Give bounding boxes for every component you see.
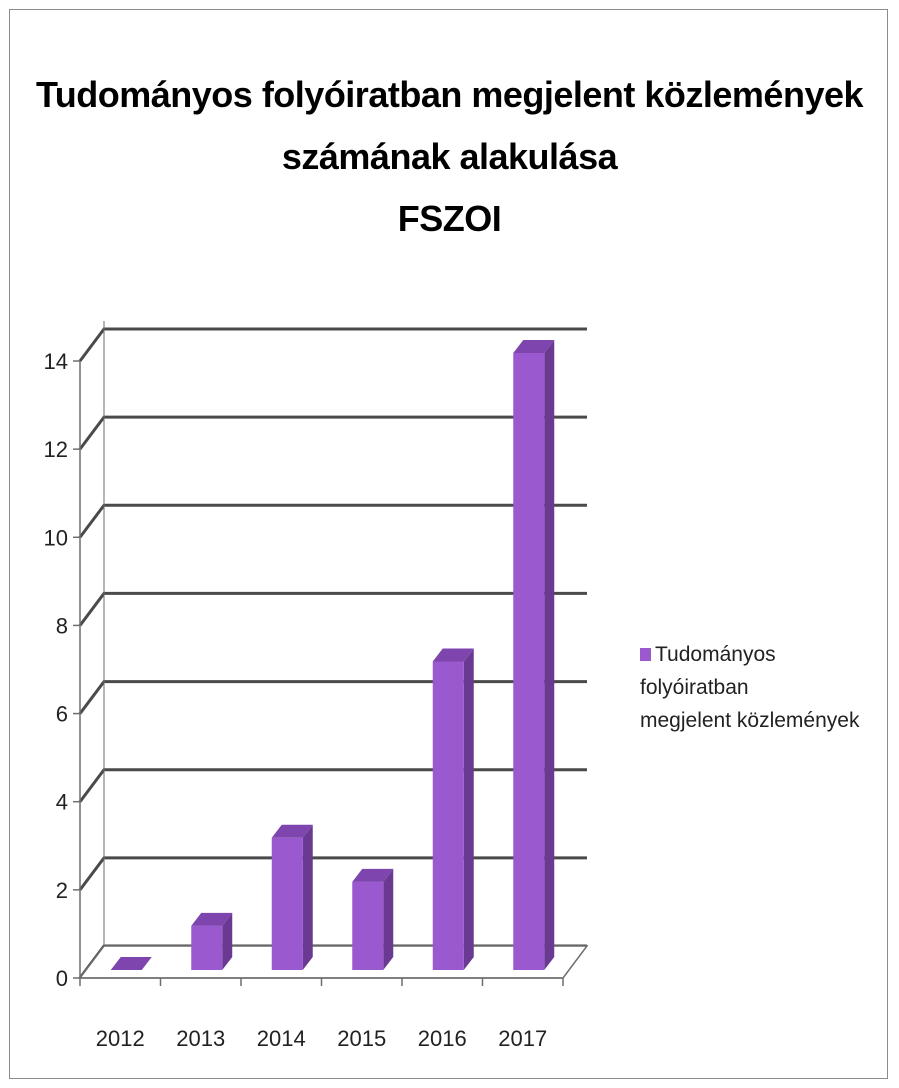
gridline: [78, 856, 587, 891]
gridline: [78, 415, 587, 451]
legend-label-line-1: Tudományos folyóiratban: [640, 643, 776, 699]
legend-label-line-2: megjelent közlemények: [640, 709, 860, 732]
y-tick-label: 10: [44, 525, 68, 550]
bar-top: [110, 957, 152, 970]
chart-title-line-1: Tudományos folyóiratban megjelent közlem…: [35, 74, 864, 115]
chart-title: Tudományos folyóiratban megjelent közlem…: [0, 64, 899, 250]
x-tick-label: 2016: [418, 1026, 467, 1051]
gridline: [78, 327, 587, 362]
x-tick-label: 2013: [176, 1026, 225, 1051]
bar-side: [383, 868, 394, 970]
bar-side: [544, 340, 555, 970]
bar-top: [352, 868, 394, 882]
legend-entry: Tudományos folyóiratban: [640, 638, 890, 704]
bar: [432, 661, 464, 970]
bar: [513, 353, 545, 970]
legend-swatch: [640, 648, 651, 661]
x-tick-label: 2014: [257, 1026, 306, 1051]
x-tick-label: 2012: [96, 1026, 145, 1051]
chart-floor: [78, 945, 589, 979]
bar-side: [222, 912, 233, 970]
chart-title-line-2: számának alakulása: [281, 136, 618, 177]
x-tick-label: 2017: [498, 1026, 547, 1051]
gridline: [78, 768, 587, 803]
y-tick-label: 6: [56, 702, 68, 727]
bar-top: [513, 340, 555, 353]
y-tick-label: 12: [44, 437, 68, 462]
y-tick-label: 2: [56, 878, 68, 903]
bar-top: [191, 912, 233, 926]
bar: [352, 881, 384, 970]
chart-title-line-3: FSZOI: [397, 198, 502, 239]
gridline: [78, 503, 587, 539]
bar-side: [302, 824, 313, 970]
chart-legend: Tudományos folyóiratban megjelent közlem…: [640, 638, 890, 737]
bar: [271, 837, 303, 970]
gridline: [78, 591, 587, 627]
y-tick-label: 8: [56, 613, 68, 638]
y-tick-label: 0: [56, 966, 68, 991]
gridline: [78, 680, 587, 715]
bar-top: [432, 648, 474, 662]
bar: [191, 925, 223, 970]
x-tick-label: 2015: [337, 1026, 386, 1051]
y-tick-label: 4: [56, 790, 68, 815]
y-tick-label: 14: [44, 349, 68, 374]
bar-top: [271, 824, 313, 838]
bar-side: [463, 648, 474, 970]
